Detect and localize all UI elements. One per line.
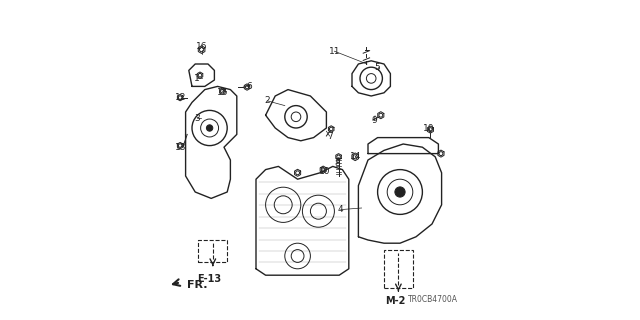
Text: 6: 6 — [247, 82, 252, 91]
Text: FR.: FR. — [187, 280, 208, 291]
Circle shape — [395, 187, 405, 197]
Text: 14: 14 — [349, 152, 361, 161]
Text: 5: 5 — [375, 63, 380, 72]
Text: TR0CB4700A: TR0CB4700A — [408, 295, 458, 304]
Text: 2: 2 — [264, 96, 270, 105]
Text: 11: 11 — [329, 47, 340, 56]
Text: 9: 9 — [372, 116, 377, 124]
Text: M-2: M-2 — [385, 296, 405, 306]
Text: 1: 1 — [194, 74, 200, 83]
Text: 10: 10 — [423, 124, 435, 132]
Text: 15: 15 — [217, 88, 228, 97]
Text: 7: 7 — [327, 132, 332, 140]
Text: 13: 13 — [175, 143, 186, 152]
Text: 16: 16 — [196, 42, 207, 51]
Circle shape — [206, 125, 212, 131]
Text: E-13: E-13 — [198, 274, 221, 284]
Text: 4: 4 — [338, 205, 344, 214]
Text: 10: 10 — [319, 167, 330, 176]
FancyBboxPatch shape — [198, 240, 227, 262]
FancyBboxPatch shape — [384, 250, 413, 288]
Text: 8: 8 — [335, 159, 340, 168]
Text: 12: 12 — [175, 93, 186, 102]
Text: 3: 3 — [194, 114, 200, 123]
